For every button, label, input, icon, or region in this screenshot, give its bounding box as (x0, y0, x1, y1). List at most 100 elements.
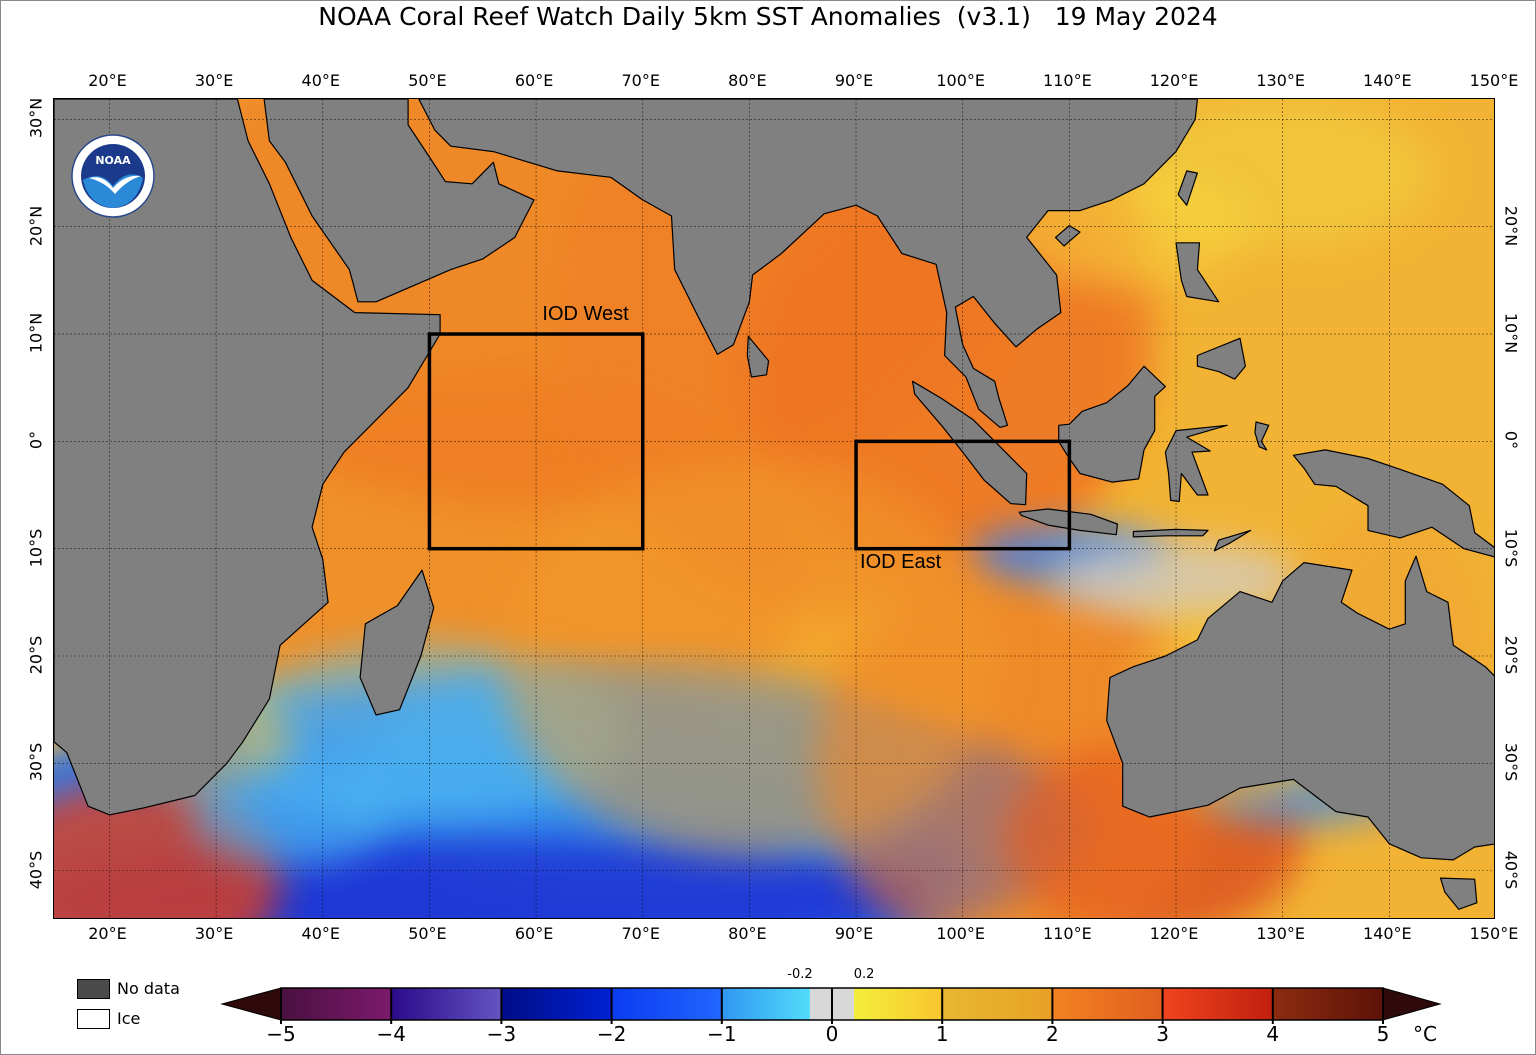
colorbar-label: 5 (1376, 1022, 1390, 1046)
colorbar-label: 0 (825, 1022, 839, 1046)
colorbar-over-arrow (1382, 987, 1442, 1021)
colorbar-segment (501, 988, 612, 1020)
region-label: IOD West (542, 303, 629, 326)
land-luzon (1175, 242, 1220, 303)
axis-tick-label: 130°E (1256, 71, 1305, 90)
colorbar-label: 0.2 (853, 967, 875, 982)
ice-swatch (77, 1009, 110, 1029)
colorbar-label: 2 (1046, 1022, 1059, 1046)
colorbar-segment (854, 988, 943, 1020)
axis-tick-label: 110°E (1043, 71, 1092, 90)
sst-anomaly-map[interactable] (53, 98, 1495, 919)
axis-tick-label: 120°E (1149, 924, 1199, 943)
axis-tick-label: 90°E (834, 71, 874, 90)
colorbar-label: 1 (935, 1022, 949, 1046)
colorbar-label: 4 (1266, 1022, 1280, 1046)
axis-tick-label: 30°N (26, 98, 46, 139)
axis-tick-label: 90°E (834, 924, 874, 943)
axis-tick-label: 30°E (194, 924, 234, 943)
colorbar-label: −3 (486, 1022, 517, 1046)
axis-tick-label: 40°S (1501, 850, 1521, 889)
axis-tick-label: 50°E (408, 924, 447, 943)
land-africa (54, 99, 441, 816)
axis-tick-label: 100°E (936, 924, 986, 943)
colorbar-segment (942, 988, 1053, 1020)
axis-tick-label: 10°S (26, 528, 46, 567)
colorbar-segment (1052, 988, 1163, 1020)
land-halmahera (1254, 421, 1270, 451)
land-flores (1132, 528, 1209, 538)
noaa-logo: NOAA (71, 134, 155, 218)
colorbar-segment (721, 988, 810, 1020)
axis-tick-label: 0° (1501, 431, 1521, 450)
axis-tick-label: 70°E (621, 924, 660, 943)
land-masses (54, 99, 1494, 910)
axis-tick-label: 10°N (1501, 312, 1521, 354)
colorbar-segment (1272, 988, 1383, 1020)
colorbar-label: −2 (596, 1022, 627, 1046)
colorbar-segment (1162, 988, 1273, 1020)
axis-tick-label: 70°E (621, 71, 660, 90)
axis-tick-label: 130°E (1256, 924, 1305, 943)
region-box-iod-east[interactable] (854, 439, 1072, 551)
anomaly-patch (190, 766, 391, 867)
axis-tick-label: 140°E (1363, 924, 1412, 943)
colorbar-segment (611, 988, 722, 1020)
region-label: IOD East (860, 550, 942, 573)
axis-tick-label: 20°N (1501, 205, 1521, 246)
axis-tick-label: 20°N (26, 205, 46, 246)
land-newguinea (1292, 449, 1494, 558)
colorbar-outline (280, 987, 1384, 1021)
axis-tick-label: 20°E (88, 924, 127, 943)
colorbar-label: 3 (1156, 1022, 1169, 1046)
land-mindanao (1196, 337, 1247, 380)
axis-tick-label: 60°E (514, 924, 554, 943)
axis-tick-label: 60°E (514, 71, 554, 90)
land-hainan (1054, 224, 1081, 247)
axis-tick-label: 150°E (1469, 924, 1519, 943)
axis-tick-label: 120°E (1149, 71, 1199, 90)
axis-tick-label: 100°E (936, 71, 986, 90)
land-taiwan (1177, 170, 1199, 206)
iod-regions (427, 332, 1072, 551)
axis-tick-label: 30°E (194, 71, 234, 90)
land-tasmania (1439, 877, 1478, 910)
colorbar-segment (391, 988, 502, 1020)
colorbar-label: −4 (376, 1022, 406, 1046)
colorbar (220, 987, 1442, 1024)
map-canvas (54, 99, 1494, 918)
no-data-swatch (77, 979, 110, 999)
land-srilanka (746, 335, 770, 378)
land-australia (1106, 555, 1494, 861)
ice-label: Ice (117, 1009, 141, 1028)
colorbar-label: −5 (266, 1022, 296, 1046)
axis-tick-label: 40°E (301, 924, 340, 943)
colorbar-segment (281, 988, 392, 1020)
axis-tick-label: 80°E (728, 924, 767, 943)
land-sulawesi (1164, 424, 1228, 503)
axis-tick-label: 40°E (301, 71, 340, 90)
axis-tick-label: 50°E (408, 71, 447, 90)
axis-tick-label: 20°S (26, 635, 46, 675)
colorbar-label: -0.2 (787, 967, 813, 982)
graticule (54, 99, 1494, 918)
axis-tick-label: 0° (26, 431, 46, 450)
no-data-label: No data (117, 979, 180, 998)
land-timor (1213, 529, 1252, 552)
region-box-iod-west[interactable] (427, 332, 645, 551)
colorbar-label: −1 (707, 1022, 737, 1046)
axis-tick-label: 80°E (728, 71, 767, 90)
axis-tick-label: 30°S (1501, 743, 1521, 782)
figure-title: NOAA Coral Reef Watch Daily 5km SST Anom… (318, 2, 1218, 31)
axis-tick-label: 20°E (88, 71, 127, 90)
axis-tick-label: 150°E (1469, 71, 1519, 90)
axis-tick-label: 40°S (26, 850, 46, 889)
axis-tick-label: 30°S (26, 743, 46, 782)
axis-tick-label: 20°S (1501, 635, 1521, 675)
axis-tick-label: 140°E (1363, 71, 1412, 90)
land-borneo (1058, 365, 1167, 483)
axis-tick-label: 110°E (1043, 924, 1092, 943)
axis-tick-label: 10°N (26, 312, 46, 354)
colorbar-label: °C (1413, 1022, 1437, 1046)
svg-text:NOAA: NOAA (95, 154, 131, 167)
